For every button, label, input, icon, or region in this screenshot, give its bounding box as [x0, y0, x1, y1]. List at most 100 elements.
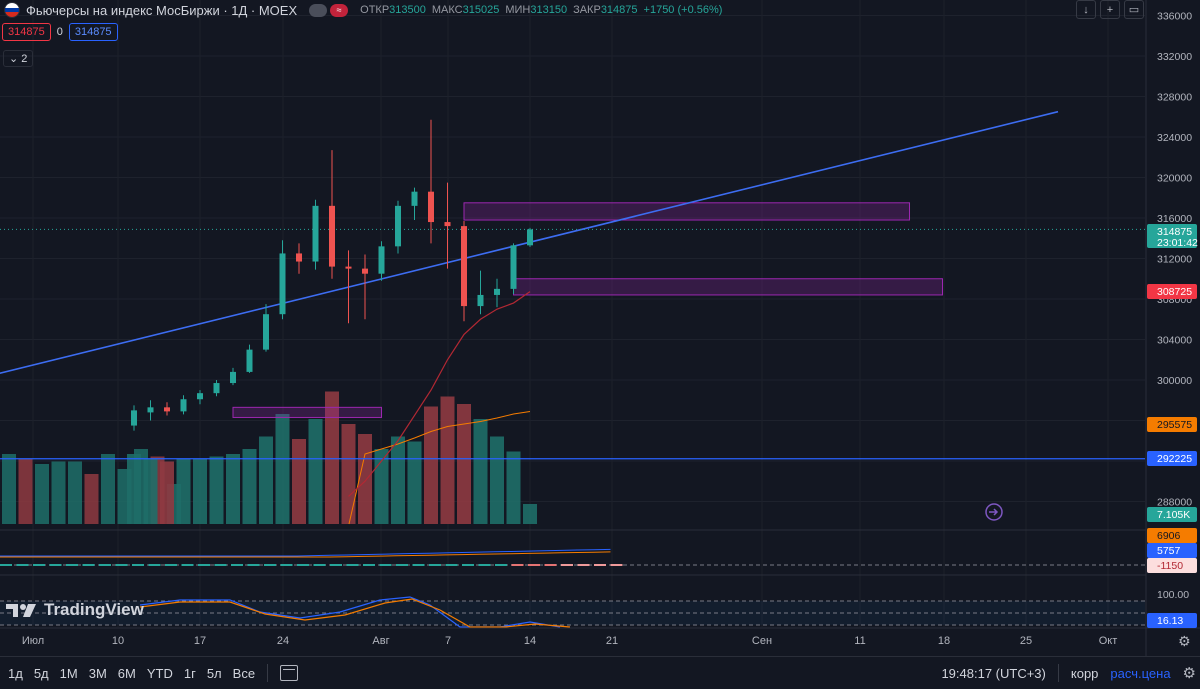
- buy-price-box[interactable]: 314875: [68, 23, 118, 41]
- volume-bar: [160, 461, 174, 524]
- macd-signal-label: 6906: [1157, 530, 1181, 542]
- correction-toggle[interactable]: корр: [1070, 665, 1099, 681]
- ohlc-values: ОТКР313500 МАКС315025 МИН313150 ЗАКР3148…: [360, 4, 723, 16]
- time-tick-label: 11: [854, 635, 865, 647]
- top-right-buttons: ↓ + ▭: [1076, 0, 1144, 19]
- status-indicators[interactable]: ≈: [309, 3, 349, 17]
- macd-histogram-bar: [16, 564, 29, 566]
- macd-histogram-bar: [280, 564, 293, 566]
- orange-value-label-bg: [1147, 417, 1197, 432]
- time-tick-label: 17: [194, 635, 206, 647]
- range-button[interactable]: 6М: [117, 665, 136, 681]
- price-tick-label: 328000: [1157, 92, 1192, 104]
- macd-histogram-bar: [148, 564, 161, 566]
- candle-body: [131, 410, 137, 426]
- volume-bar: [143, 459, 158, 524]
- countdown-label: 23:01:42: [1157, 237, 1198, 249]
- candle-body: [362, 268, 368, 274]
- zones: [232, 202, 943, 418]
- macd-histogram-bar: [544, 564, 557, 566]
- stoch-upper-label: 100.00: [1157, 589, 1189, 601]
- candle-body: [345, 266, 352, 269]
- macd-histogram-bar: [478, 564, 491, 566]
- price-tick-label: 332000: [1157, 51, 1192, 63]
- market-status-icon: [309, 3, 328, 17]
- sell-price-box[interactable]: 314875: [2, 23, 51, 41]
- time-tick-label: Сен: [752, 635, 772, 647]
- candle-body: [329, 205, 335, 267]
- volume-bar: [35, 464, 49, 524]
- macd-histogram-bar: [330, 564, 342, 566]
- candles: [131, 119, 533, 431]
- volume-bar: [506, 451, 521, 524]
- price-tick-label: 304000: [1157, 335, 1192, 347]
- divider: [1057, 664, 1059, 682]
- stoch-pane: [0, 596, 1145, 628]
- jump-to-realtime-button[interactable]: [985, 503, 1003, 521]
- time-axis[interactable]: Июл 10 17 24 Авг 7 14 21 Сен 11 18 25 Окт ⚙: [0, 627, 1200, 650]
- volume-bar: [325, 391, 339, 524]
- arrow-down-icon[interactable]: ↓: [1076, 0, 1096, 19]
- macd-histogram-bar: [594, 564, 606, 566]
- macd-histogram-bar: [231, 564, 243, 566]
- symbol-title[interactable]: Фьючерсы на индекс МосБиржи · 1Д · MOEX: [26, 2, 298, 18]
- candle-body: [461, 226, 467, 307]
- volume-bar: [440, 396, 455, 524]
- chart-lines: [0, 110, 1145, 497]
- price-tick-label: 324000: [1157, 132, 1192, 144]
- price-tick-label: 300000: [1157, 375, 1192, 387]
- range-button[interactable]: Все: [232, 665, 256, 681]
- volume-bar: [490, 436, 504, 524]
- volume-bar: [193, 459, 207, 524]
- calendar-icon[interactable]: [280, 665, 299, 681]
- price-tick-label: 316000: [1157, 213, 1192, 225]
- range-button[interactable]: 1д: [8, 665, 23, 681]
- candle-body: [246, 349, 253, 372]
- range-button[interactable]: 1М: [59, 665, 78, 681]
- volume-bar: [176, 459, 191, 524]
- settlement-price-toggle[interactable]: расч.цена: [1110, 665, 1171, 681]
- range-button[interactable]: 1г: [183, 665, 196, 681]
- time-tick-label: 24: [277, 635, 289, 647]
- macd-histogram-bar: [363, 564, 375, 566]
- candle-body: [180, 399, 187, 412]
- gear-icon[interactable]: ⚙: [1182, 665, 1196, 682]
- tradingview-logo-icon: [6, 604, 36, 617]
- macd-histogram-bar: [495, 564, 507, 566]
- macd-value-label: 5757: [1157, 545, 1181, 557]
- trade-boxes: 314875 0 314875: [2, 23, 118, 41]
- time-tick-label: 25: [1020, 635, 1032, 647]
- range-button[interactable]: 3М: [88, 665, 107, 681]
- volume-bar: [358, 434, 372, 524]
- macd-histogram-bar: [264, 564, 276, 566]
- volume-bar: [101, 454, 115, 524]
- candle-body: [510, 245, 517, 289]
- macd-histogram-bar: [462, 564, 474, 566]
- clock[interactable]: 19:48:17 (UTC+3): [941, 665, 1046, 681]
- ma-price-label: 308725: [1157, 286, 1192, 298]
- snapshot-icon[interactable]: ▭: [1124, 0, 1144, 19]
- hline-price-label: 292225: [1157, 453, 1192, 465]
- macd-histogram-bar: [132, 564, 144, 566]
- candle-body: [279, 253, 286, 315]
- range-button[interactable]: 5л: [206, 665, 222, 681]
- zone-rect: [463, 202, 910, 221]
- range-button[interactable]: YTD: [146, 665, 173, 681]
- macd-histogram-bar: [33, 564, 45, 566]
- volume-bar: [374, 449, 389, 524]
- volume-bar: [84, 474, 99, 524]
- divider: [267, 664, 269, 682]
- range-button[interactable]: 5д: [33, 665, 49, 681]
- indicators-toggle[interactable]: ⌄ 2: [3, 50, 34, 67]
- candle-body: [428, 191, 434, 223]
- macd-histogram-bar: [511, 564, 524, 566]
- wave-icon: ≈: [330, 3, 349, 17]
- volume-bar: [68, 461, 82, 524]
- macd-histogram-bar: [49, 564, 62, 566]
- macd-histogram-bar: [445, 564, 458, 566]
- plus-icon[interactable]: +: [1100, 0, 1120, 19]
- spread-value: 0: [56, 26, 63, 38]
- macd-hist-label: -1150: [1157, 560, 1183, 572]
